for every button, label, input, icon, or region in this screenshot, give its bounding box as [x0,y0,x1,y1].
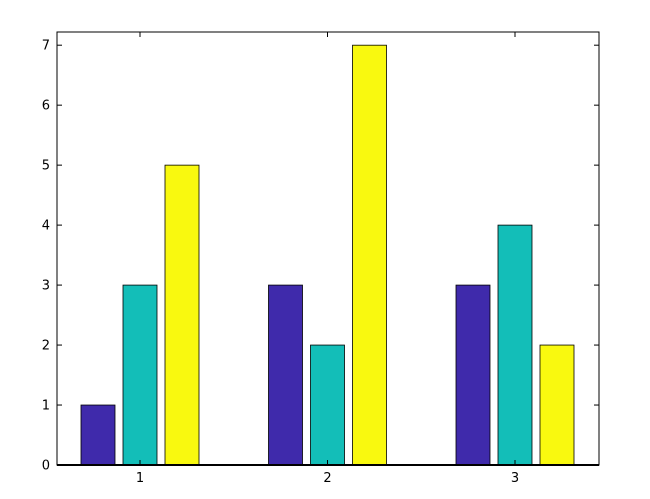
y-tick-label: 0 [42,459,50,474]
x-tick-label: 1 [136,471,144,486]
bar-series-3-cat-3 [539,344,575,466]
x-tick-label: 3 [511,471,519,486]
bar-series-2-cat-2 [310,344,345,466]
bar-series-2-cat-1 [122,284,158,466]
y-tick-label: 6 [42,99,50,114]
bar-series-2-cat-3 [497,224,533,466]
tick-labels-group: 0 1 2 3 4 5 6 7 1 2 3 [42,39,519,486]
x-tick-label: 2 [323,471,331,486]
y-tick-label: 3 [42,279,50,294]
bar-series-1-cat-3 [455,284,491,466]
y-tick-label: 4 [42,219,50,234]
bar-series-3-cat-2 [352,44,387,466]
y-tick-label: 2 [42,339,50,354]
y-tick-label: 1 [42,399,50,414]
bar-series-3-cat-1 [164,164,200,466]
y-tick-label: 7 [42,39,50,54]
bars-group [80,44,575,466]
y-tick-label: 5 [42,159,50,174]
ticks-group [57,32,599,466]
bar-series-1-cat-1 [80,404,116,466]
bar-series-1-cat-2 [268,284,303,466]
